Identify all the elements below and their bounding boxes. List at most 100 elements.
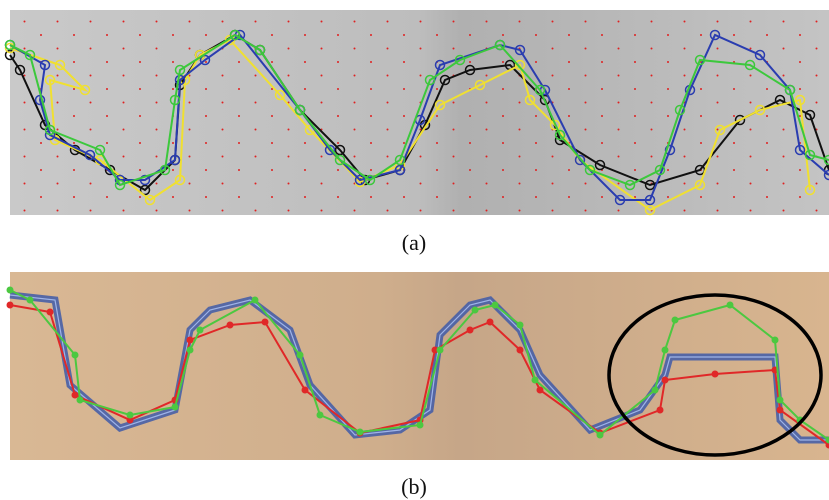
trace-node (139, 174, 151, 186)
trace-node (26, 296, 34, 304)
panel-a (4, 10, 829, 216)
trace-node (71, 351, 79, 359)
trace-node (76, 396, 84, 404)
trace-node (4, 39, 16, 51)
trace-node (254, 44, 266, 56)
trace-node (6, 301, 14, 309)
trace-node (454, 54, 466, 66)
trace-node (251, 296, 259, 304)
trace-node (694, 54, 706, 66)
trace-node (711, 370, 719, 378)
trace-node (694, 179, 706, 191)
trace-node (714, 124, 726, 136)
trace-node (144, 194, 156, 206)
trace-node (823, 154, 829, 166)
trace-node (301, 386, 309, 394)
trace-node (794, 144, 806, 156)
trace-node (39, 59, 51, 71)
trace-node (514, 59, 526, 71)
trace-node (6, 286, 14, 294)
trace-node (364, 174, 376, 186)
trace-node (674, 104, 686, 116)
trace-node (171, 403, 179, 411)
trace-node (416, 421, 424, 429)
trace-node (199, 54, 211, 66)
trace-node (424, 74, 436, 86)
trace-node (671, 316, 679, 324)
trace-node (644, 194, 656, 206)
trace-node (54, 59, 66, 71)
trace-node (516, 321, 524, 329)
trace-node (126, 411, 134, 419)
trace-node (584, 164, 596, 176)
trace-node (296, 351, 304, 359)
trace-node (594, 159, 606, 171)
trace-node (126, 416, 134, 424)
trace-node (804, 184, 816, 196)
trace-node (804, 149, 816, 161)
caption-a: (a) (402, 230, 426, 255)
trace-node (159, 164, 171, 176)
trace-node (434, 99, 446, 111)
trace-node (776, 396, 784, 404)
trace-node (431, 346, 439, 354)
trace-node (261, 318, 269, 326)
trace-node (744, 59, 756, 71)
grid-dots (10, 10, 829, 215)
trace-node (316, 411, 324, 419)
trace-node (174, 64, 186, 76)
trace-node (771, 336, 779, 344)
trace-node (624, 179, 636, 191)
trace-node (514, 44, 526, 56)
trace-node (516, 346, 524, 354)
trace-node (436, 346, 444, 354)
highlight-ellipse (607, 293, 823, 457)
trace-node (614, 194, 626, 206)
trace-node (776, 406, 784, 414)
trace-node (536, 386, 544, 394)
trace-node (709, 29, 721, 41)
trace-node (654, 164, 666, 176)
trace-node (229, 29, 241, 41)
trace-node (94, 144, 106, 156)
trace-node (394, 154, 406, 166)
trace-node (324, 144, 336, 156)
trace-node (531, 376, 539, 384)
trace-node (825, 436, 829, 444)
trace-node (226, 321, 234, 329)
trace-node (334, 154, 346, 166)
trace-node (196, 326, 204, 334)
trace-node (524, 94, 536, 106)
trace-node (804, 109, 816, 121)
trace-node (664, 144, 676, 156)
trace-node (644, 179, 656, 191)
trace-node (596, 431, 604, 439)
trace-node (491, 301, 499, 309)
trace-node (661, 376, 669, 384)
trace-node (534, 84, 546, 96)
trace-node (656, 406, 664, 414)
trace-node (334, 144, 346, 156)
trace-node (79, 84, 91, 96)
trace-node (71, 391, 79, 399)
trace-node (186, 346, 194, 354)
trace-node (14, 64, 26, 76)
trace-node (139, 184, 151, 196)
trace-node (114, 179, 126, 191)
trace (9, 38, 811, 212)
trace-node (4, 49, 16, 61)
caption-b: (b) (401, 474, 427, 499)
trace-node (394, 164, 406, 176)
trace-node (574, 154, 586, 166)
trace-node (354, 174, 366, 186)
trace-node (823, 169, 829, 181)
trace-node (464, 64, 476, 76)
trace (9, 33, 829, 187)
trace-node (356, 428, 364, 436)
trace-node (549, 119, 561, 131)
trace-node (84, 149, 96, 161)
trace-node (554, 129, 566, 141)
trace-node (24, 49, 36, 61)
